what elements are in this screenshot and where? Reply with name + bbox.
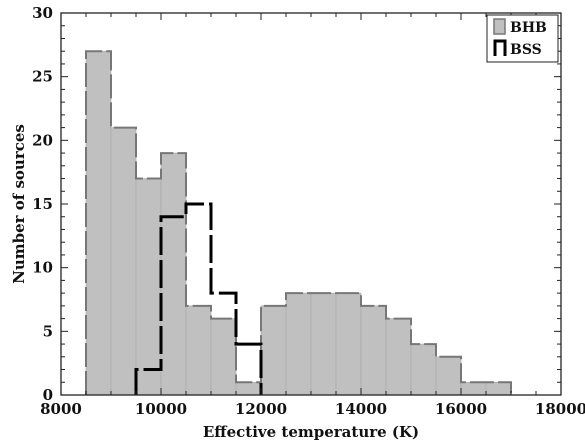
bhb-bar [135,178,162,396]
bhb-bar [235,381,262,396]
x-tick-label: 10000 [135,400,187,418]
x-tick-label: 16000 [435,400,487,418]
x-tick-label: 18000 [535,400,585,418]
bhb-bar [485,381,512,396]
y-tick-label: 5 [43,322,53,340]
bhb-outline [85,50,512,395]
y-tick-label: 10 [32,259,53,277]
bhb-bar [110,127,137,396]
y-tick-label: 15 [32,195,53,213]
bhb-bar [360,305,387,396]
y-axis-ticks: 0 5 10 15 20 25 30 [32,4,561,404]
bhb-bar [260,305,287,396]
legend-box [486,14,559,63]
x-tick-label: 12000 [235,400,287,418]
y-tick-label: 20 [32,131,53,149]
bhb-bar [435,356,462,396]
bhb-bar [310,292,337,396]
bss-outline [134,202,263,395]
bhb-bar [185,305,212,396]
x-tick-label: 14000 [335,400,387,418]
y-tick-label: 25 [32,68,53,86]
legend-bss-swatch [493,39,507,56]
bhb-bars [85,50,512,396]
bhb-bar [335,292,362,396]
legend: BHB BSS [486,14,559,63]
x-axis-ticks: 8000 10000 12000 14000 16000 18000 [40,13,585,418]
bhb-bar [160,152,187,396]
y-tick-label: 30 [32,4,53,22]
legend-bss-label: BSS [510,42,542,58]
legend-bhb-label: BHB [510,20,547,36]
bhb-bar [410,343,437,396]
y-tick-label: 0 [43,386,53,404]
bhb-bar [85,50,112,396]
bhb-bar [385,318,412,396]
y-axis-label: Number of sources [10,124,28,284]
bhb-bar [460,381,487,396]
x-axis-label: Effective temperature (K) [203,423,419,441]
bhb-step-line [85,50,512,395]
bhb-bar [285,292,312,396]
x-tick-label: 8000 [40,400,82,418]
legend-bhb-swatch [493,18,506,35]
bss-step-line [134,202,263,395]
bhb-bar [210,318,237,396]
